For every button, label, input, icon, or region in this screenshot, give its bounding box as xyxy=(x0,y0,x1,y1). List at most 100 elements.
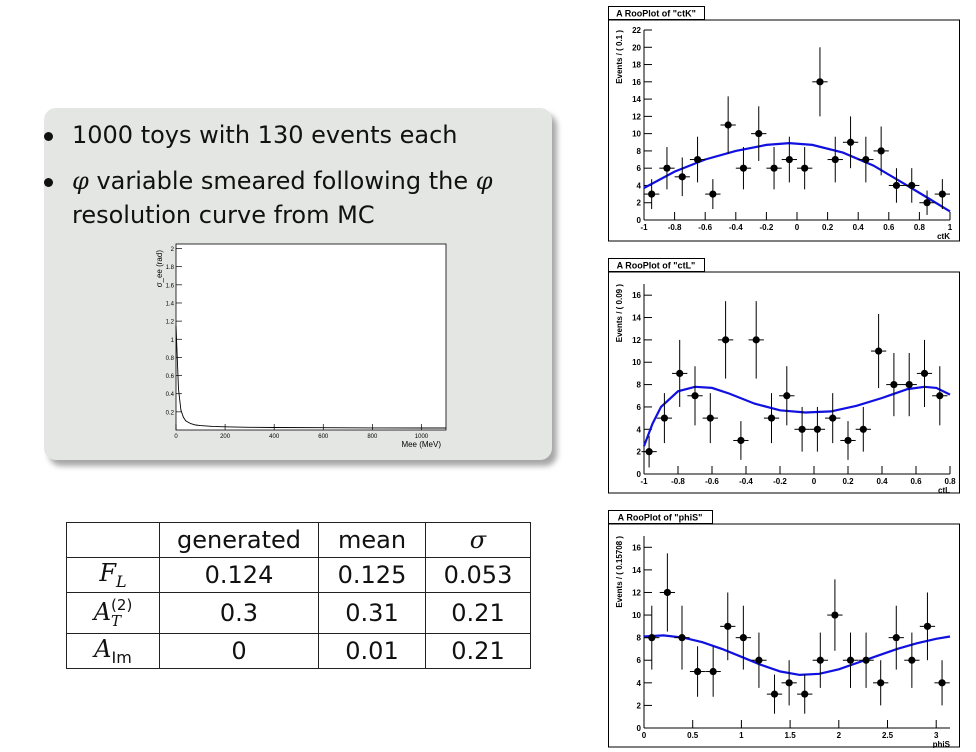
x-tick-label: 3 xyxy=(934,731,939,740)
bullet-dot xyxy=(44,132,53,141)
x-tick-label: 0 xyxy=(795,223,800,232)
table-cell: 0.053 xyxy=(425,557,531,593)
y-tick-label: 0 xyxy=(637,470,642,479)
fit-curve xyxy=(642,385,951,447)
y-tick-label: 1.6 xyxy=(166,283,175,289)
plot-frame xyxy=(608,271,960,494)
x-tick-label: -0.2 xyxy=(773,477,787,486)
y-tick-label: 2 xyxy=(637,701,642,710)
y-tick-label: 0 xyxy=(637,724,642,733)
table-row: AIm 0 0.01 0.21 xyxy=(66,633,531,669)
data-point xyxy=(724,622,732,630)
y-tick-label: 12 xyxy=(632,336,641,345)
table-cell: 0 xyxy=(159,633,319,669)
x-tick-label: 600 xyxy=(318,434,329,440)
data-point xyxy=(831,611,839,619)
fit-curve xyxy=(643,634,951,677)
x-tick-label: 800 xyxy=(367,434,378,440)
y-tick-label: 1.4 xyxy=(166,301,175,307)
x-tick-label: -1 xyxy=(640,477,648,486)
y-tick-label: 0.8 xyxy=(166,356,175,362)
y-tick-label: 12 xyxy=(632,588,641,597)
y-tick-label: 8 xyxy=(637,147,642,156)
data-point xyxy=(691,392,699,400)
y-tick-label: 4 xyxy=(637,425,642,434)
x-tick-label: 400 xyxy=(269,434,280,440)
data-point xyxy=(938,190,946,198)
data-point xyxy=(798,425,806,433)
x-tick-label: 0.2 xyxy=(842,477,854,486)
row-label-base: A xyxy=(94,635,112,664)
y-tick-label: 0.2 xyxy=(166,410,175,416)
bullet-2-text-1: variable smeared following the xyxy=(88,167,476,195)
data-point xyxy=(890,380,898,389)
data-point xyxy=(829,414,837,422)
table-header-cell: mean xyxy=(318,522,426,558)
data-point xyxy=(678,634,686,642)
data-point xyxy=(846,656,855,664)
data-point xyxy=(722,336,730,344)
x-tick-label: 0.2 xyxy=(822,223,834,232)
data-point xyxy=(813,425,821,433)
row-label-sub: Im xyxy=(111,647,132,667)
x-tick-label: -0.4 xyxy=(729,223,743,232)
x-tick-label: 0 xyxy=(174,434,178,440)
data-point xyxy=(785,155,793,164)
data-point xyxy=(801,690,809,698)
x-tick-label: -0.6 xyxy=(705,477,719,486)
data-point xyxy=(936,392,944,400)
data-point xyxy=(831,155,839,164)
bullet-2-line-1: φ variable smeared following the φ xyxy=(72,164,493,198)
table-cell: 0.21 xyxy=(425,633,531,669)
rooplot-phis: A RooPlot of "phiS" 0 2 4 6 8 10 12 14 16 0 0.5 1 1.5… xyxy=(608,510,960,748)
data-point xyxy=(938,679,946,687)
x-axis-label: ctK xyxy=(937,232,950,241)
data-point xyxy=(801,164,809,172)
x-tick-label: 0.8 xyxy=(944,477,956,486)
data-point xyxy=(770,690,779,698)
y-axis-label: σ_ee (rad) xyxy=(155,250,164,288)
y-tick-label: 14 xyxy=(632,95,641,104)
x-tick-label: 0.5 xyxy=(687,731,699,740)
data-point xyxy=(920,369,929,378)
title-box xyxy=(608,258,705,272)
data-point xyxy=(660,414,668,422)
y-tick-label: 1 xyxy=(171,338,175,344)
y-tick-label: 0 xyxy=(637,216,642,225)
data-point xyxy=(755,656,763,664)
x-tick-label: 1000 xyxy=(415,434,429,440)
data-point xyxy=(678,173,686,181)
data-point xyxy=(877,679,885,687)
data-point xyxy=(862,155,870,164)
data-point xyxy=(905,380,913,389)
resolution-curve xyxy=(175,325,446,429)
data-point xyxy=(737,436,745,445)
data-point xyxy=(892,634,900,642)
x-tick-label: 0.6 xyxy=(883,223,895,232)
data-point xyxy=(923,622,932,630)
data-point xyxy=(706,414,714,422)
data-point xyxy=(693,667,702,676)
x-tick-label: -0.2 xyxy=(760,223,774,232)
data-point xyxy=(892,181,901,190)
table-cell: 0.21 xyxy=(425,592,531,634)
y-tick-label: 6 xyxy=(637,656,642,665)
table-header-cell xyxy=(66,522,160,558)
data-point xyxy=(785,679,793,687)
y-tick-label: 6 xyxy=(637,164,642,173)
row-label-sub: L xyxy=(116,571,127,591)
y-tick-label: 6 xyxy=(637,403,642,412)
x-tick-label: 0 xyxy=(642,731,647,740)
y-tick-label: 20 xyxy=(632,43,641,52)
row-label-base: A xyxy=(93,598,112,626)
x-tick-label: 1 xyxy=(948,223,953,232)
data-point xyxy=(739,164,748,172)
chart-title: A RooPlot of "ctK" xyxy=(616,9,696,19)
y-tick-label: 2 xyxy=(637,199,642,208)
data-point xyxy=(648,634,656,642)
y-tick-label: 2 xyxy=(171,247,175,253)
data-point xyxy=(816,656,824,664)
y-tick-label: 10 xyxy=(632,611,641,620)
row-label-sub: T xyxy=(111,612,122,630)
y-tick-label: 22 xyxy=(632,26,641,35)
